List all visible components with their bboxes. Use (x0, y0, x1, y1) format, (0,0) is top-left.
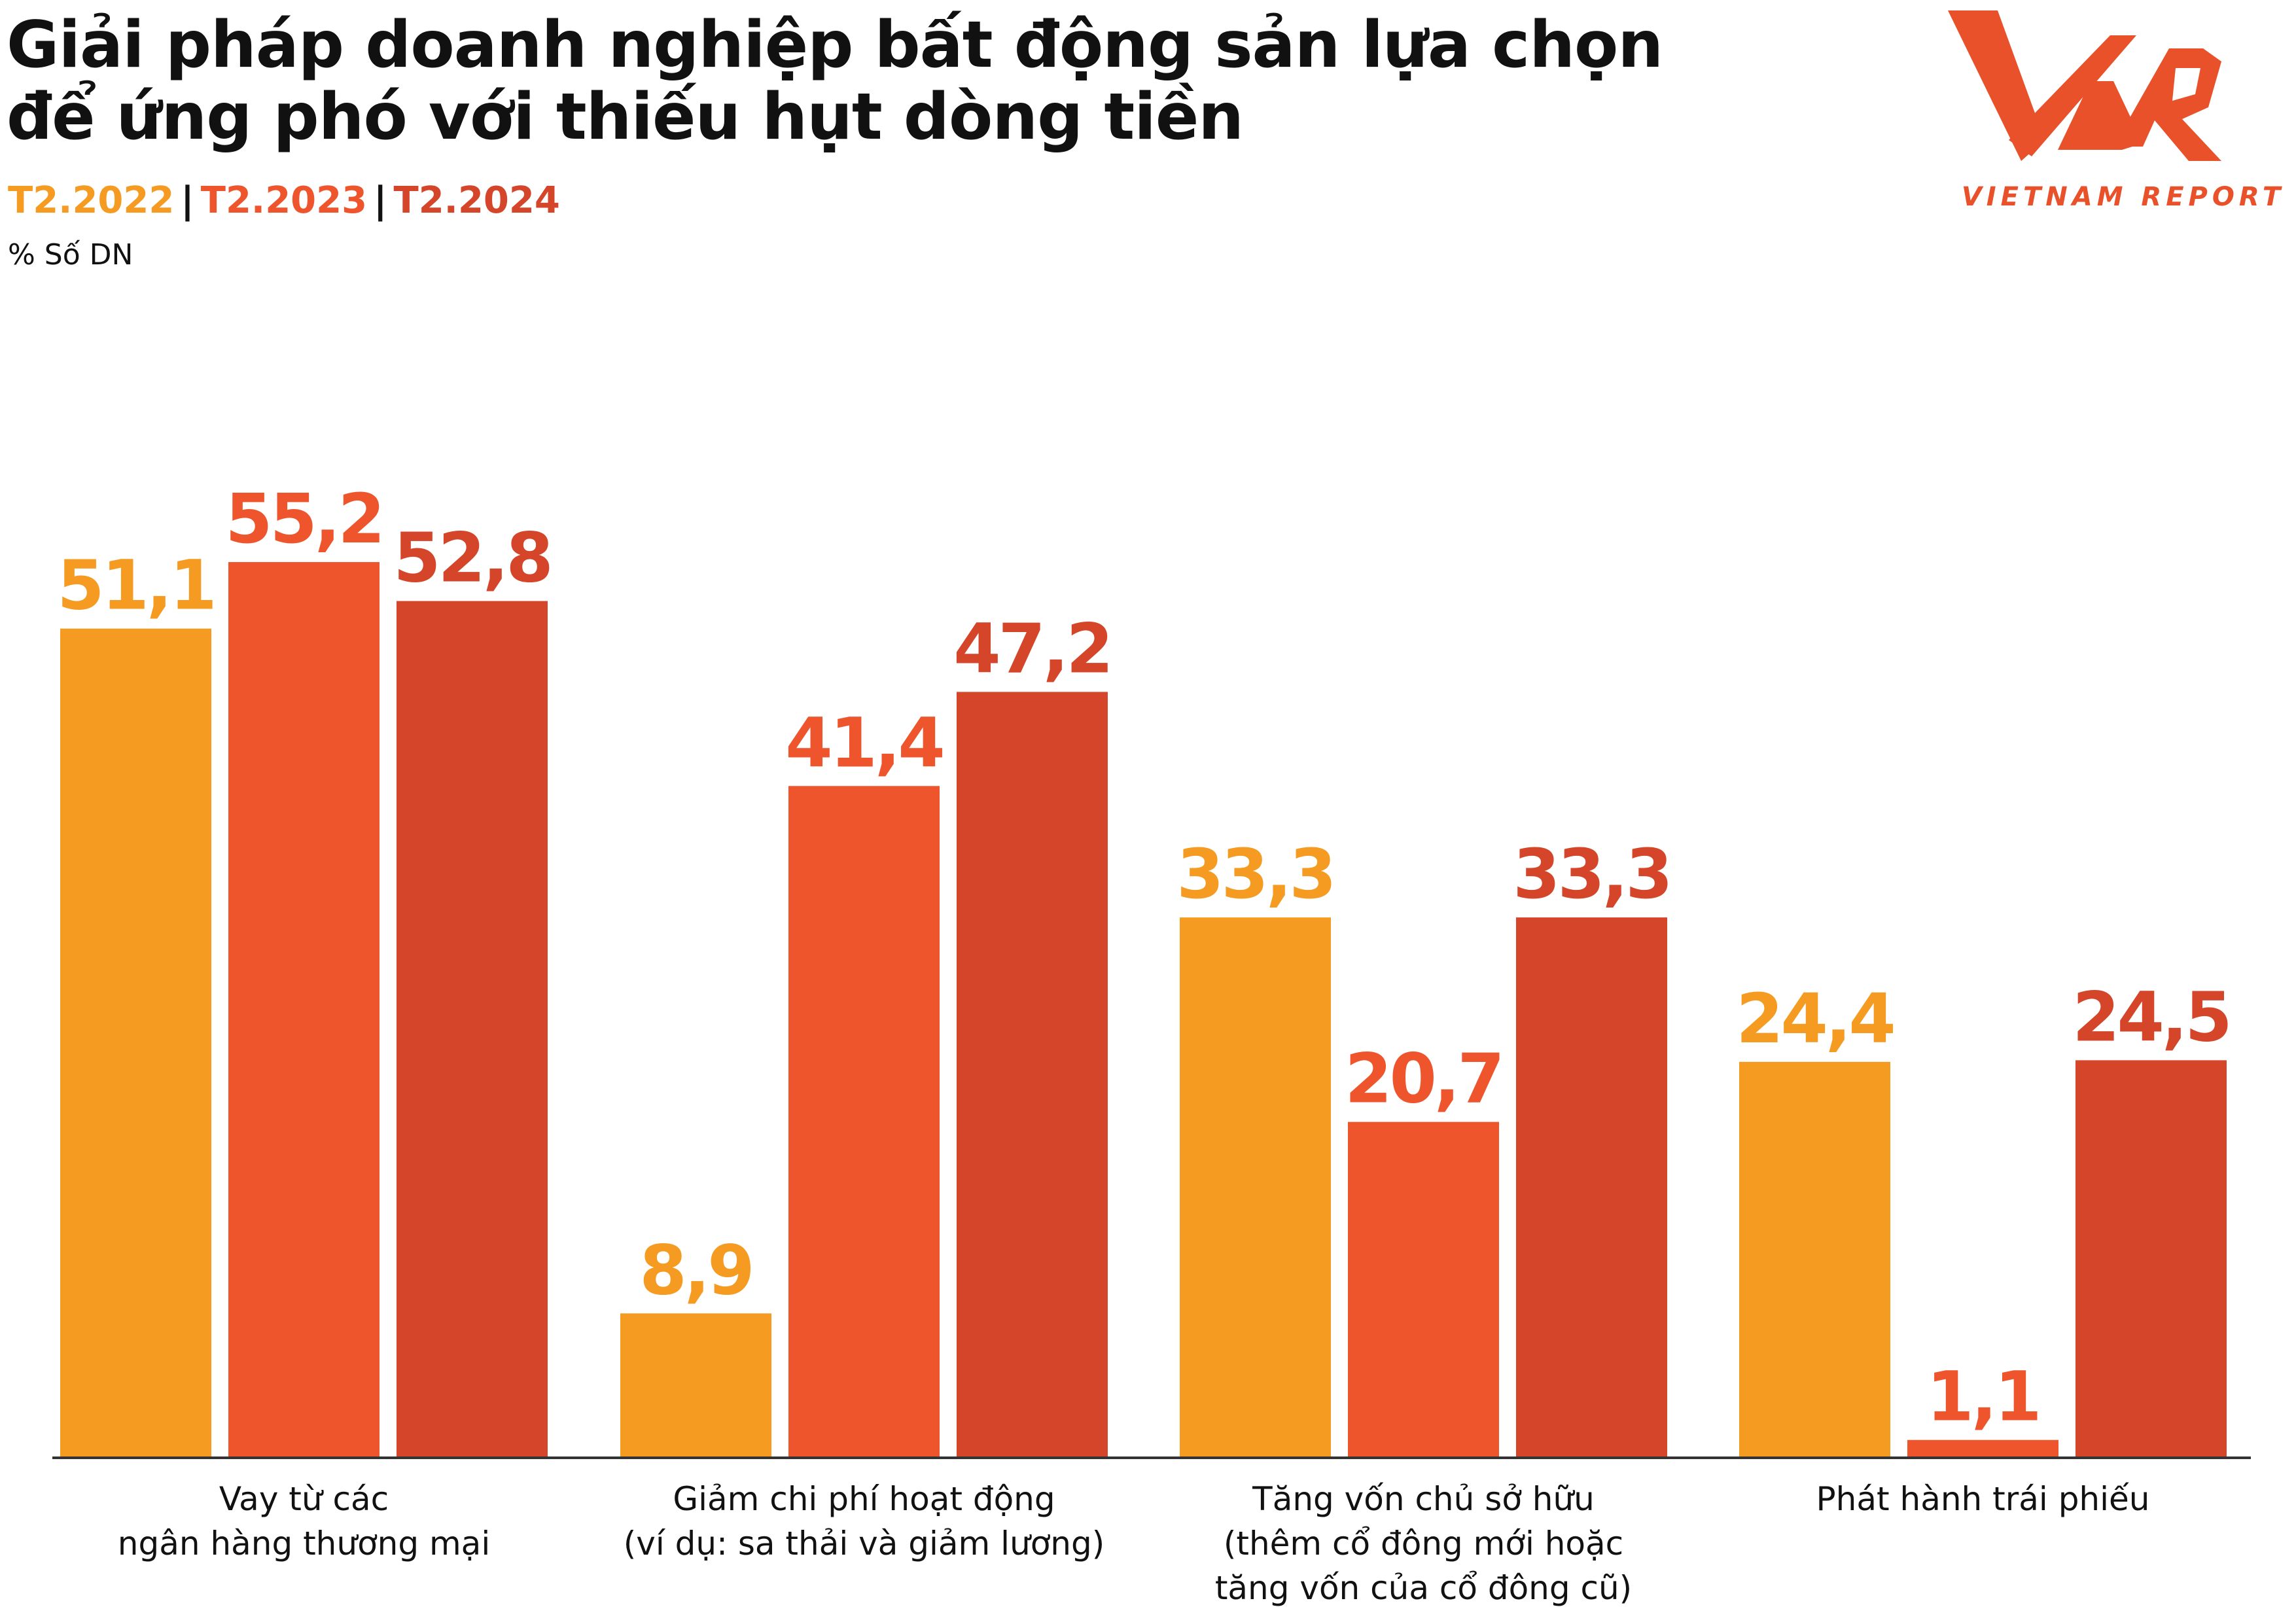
data-label: 24,4 (1736, 979, 1894, 1059)
data-label: 41,4 (785, 703, 943, 783)
data-label: 47,2 (953, 609, 1111, 688)
bar-t2-2022-cat-3 (1180, 917, 1331, 1458)
chart-title-line-1: Giải pháp doanh nghiệp bất động sản lựa … (7, 8, 1663, 82)
data-label: 1,1 (1926, 1357, 2039, 1437)
bar-t2-2023-cat-4 (1907, 1439, 2058, 1458)
data-label: 20,7 (1345, 1039, 1502, 1119)
bar-t2-2024-cat-2 (957, 692, 1108, 1458)
category-label: Phát hành trái phiếu (1816, 1480, 2150, 1518)
data-label: 33,3 (1513, 834, 1670, 914)
legend-separator: | (181, 179, 194, 222)
category-label: Vay từ các (219, 1480, 389, 1518)
bar-t2-2024-cat-3 (1516, 917, 1667, 1458)
data-label: 24,5 (2072, 977, 2230, 1057)
bar-t2-2023-cat-1 (228, 562, 380, 1458)
legend-item-2022: T2.2022 (8, 179, 175, 222)
data-label: 8,9 (639, 1230, 752, 1310)
bar-t2-2022-cat-4 (1739, 1061, 1890, 1458)
legend-item-2024: T2.2024 (393, 179, 560, 222)
vnr-logo-caption: VIETNAM REPORT (1961, 182, 2286, 212)
legend-separator: | (374, 179, 387, 222)
data-label: 52,8 (393, 518, 551, 598)
bar-t2-2022-cat-1 (60, 628, 211, 1458)
legend: T2.2022 | T2.2023 | T2.2024 (8, 178, 560, 224)
bar-t2-2023-cat-3 (1348, 1121, 1499, 1458)
category-label: ngân hàng thương mại (118, 1525, 490, 1562)
category-label: Tăng vốn chủ sở hữu (1252, 1480, 1595, 1518)
bar-t2-2024-cat-4 (2075, 1060, 2227, 1458)
category-label: Giảm chi phí hoạt động (673, 1480, 1055, 1518)
bar-t2-2023-cat-2 (788, 786, 940, 1458)
data-label: 51,1 (57, 546, 215, 626)
data-label: 55,2 (225, 479, 383, 559)
bar-t2-2024-cat-1 (397, 601, 548, 1458)
bar-t2-2022-cat-2 (620, 1313, 771, 1458)
category-label: (ví dụ: sa thải và giảm lương) (624, 1525, 1104, 1562)
data-label: 33,3 (1176, 834, 1334, 914)
vnr-logo-icon (1948, 10, 2221, 161)
y-unit-label: % Số DN (8, 238, 133, 272)
category-label: (thêm cổ đông mới hoặc (1224, 1525, 1623, 1562)
legend-item-2023: T2.2023 (200, 179, 368, 222)
category-label: tăng vốn của cổ đông cũ) (1215, 1569, 1632, 1607)
chart-title-line-2: để ứng phó với thiếu hụt dòng tiền (7, 80, 1244, 154)
